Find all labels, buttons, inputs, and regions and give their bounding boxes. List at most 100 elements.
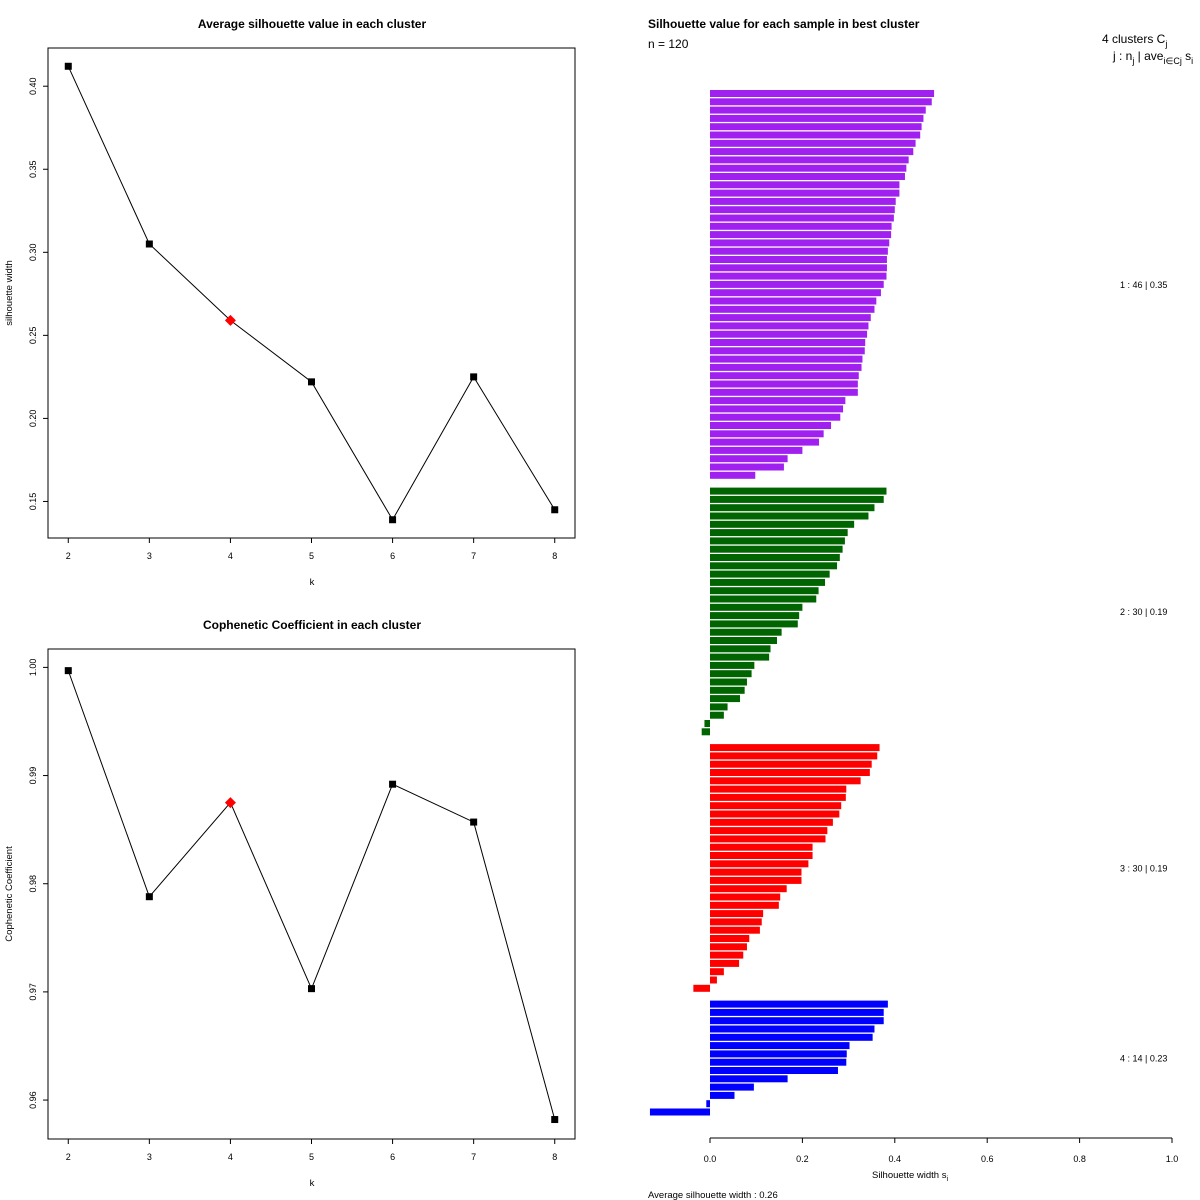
silhouette-bar (710, 189, 900, 197)
silhouette-bar (710, 976, 717, 984)
silhouette-bar (710, 686, 745, 694)
silhouette-bar (710, 876, 802, 884)
cluster-labels: 1 : 46 | 0.35 2 : 30 | 0.19 3 : 30 | 0.19 4… (1120, 280, 1167, 1064)
y-tick-label: 1.00 (28, 659, 38, 677)
silhouette-bar (710, 405, 844, 413)
x-tick-label: 0.8 (1073, 1154, 1086, 1164)
silhouette-bar (710, 156, 909, 164)
x-tick-label: 6 (390, 1152, 395, 1162)
silhouette-bar (710, 106, 926, 114)
average-width-footer: Average silhouette width : 0.26 (648, 1190, 778, 1200)
silhouette-bar (710, 239, 890, 247)
y-tick-label: 0.98 (28, 875, 38, 893)
silhouette-bar (710, 330, 868, 338)
silhouette-bar (710, 247, 888, 255)
sample-count: n = 120 (648, 37, 689, 51)
silhouette-bar (710, 214, 894, 222)
silhouette-bar (710, 785, 847, 793)
silhouette-bar (710, 537, 845, 545)
silhouette-bar (710, 620, 798, 628)
silhouette-bar (710, 661, 755, 669)
series-line (67, 670, 556, 1120)
silhouette-bar (701, 728, 710, 736)
data-point (470, 818, 478, 826)
silhouette-bar (710, 570, 830, 578)
silhouette-bar (710, 181, 900, 189)
silhouette-bar (710, 711, 724, 719)
silhouette-bar (710, 512, 869, 520)
y-tick-label: 0.35 (28, 160, 38, 178)
x-tick-label: 5 (309, 1152, 314, 1162)
y-tick-label: 0.97 (28, 983, 38, 1001)
data-point (64, 667, 72, 675)
x-tick-label: 3 (147, 1152, 152, 1162)
silhouette-bar (706, 1100, 710, 1108)
silhouette-bar (710, 1075, 788, 1083)
data-point (308, 985, 315, 993)
silhouette-bar (710, 951, 744, 959)
data-marks (64, 667, 559, 1124)
silhouette-bar (710, 628, 782, 636)
silhouette-bar (710, 926, 760, 934)
silhouette-bar (704, 720, 710, 727)
silhouette-bar (649, 1108, 710, 1116)
silhouette-bars (649, 90, 935, 1116)
silhouette-bar (710, 744, 880, 752)
best-k-point (224, 797, 236, 809)
silhouette-bar (710, 1067, 838, 1074)
silhouette-bar (710, 595, 817, 603)
silhouette-bar (710, 852, 813, 859)
silhouette-bar (710, 670, 752, 678)
silhouette-bar (710, 901, 779, 909)
cluster-label: 2 : 30 | 0.19 (1120, 607, 1167, 617)
silhouette-bar (710, 397, 846, 405)
silhouette-bar (710, 868, 802, 876)
silhouette-bar (710, 305, 875, 313)
silhouette-bar (710, 637, 777, 644)
silhouette-bar (710, 554, 840, 561)
y-axis-label: silhouette width (4, 260, 15, 325)
data-point (389, 516, 397, 524)
x-tick-label: 0.2 (796, 1154, 809, 1164)
plot-frame (47, 648, 576, 1140)
cluster-label: 1 : 46 | 0.35 (1120, 280, 1167, 290)
x-tick-label: 7 (471, 1152, 476, 1162)
silhouette-bar (710, 463, 784, 471)
silhouette-bar (710, 653, 770, 661)
data-point (470, 373, 478, 381)
silhouette-bar (710, 802, 842, 810)
silhouette-bar (710, 222, 892, 230)
y-tick-label: 0.30 (28, 244, 38, 262)
silhouette-bar (710, 173, 905, 180)
silhouette-bar (710, 885, 787, 893)
best-k-point (224, 314, 236, 326)
silhouette-bar (710, 793, 846, 801)
silhouette-bar (710, 438, 820, 446)
silhouette-bar (710, 918, 762, 926)
silhouette-bar (710, 752, 878, 760)
x-tick-label: 7 (471, 551, 476, 561)
silhouette-line-chart: Average silhouette value in each cluster… (4, 17, 576, 588)
x-tick-label: 0.4 (889, 1154, 902, 1164)
data-point (64, 62, 72, 70)
silhouette-bar (710, 272, 887, 280)
silhouette-bar (710, 612, 800, 620)
silhouette-bar (710, 98, 932, 106)
silhouette-bar (710, 843, 813, 851)
y-tick-label: 0.15 (28, 493, 38, 511)
silhouette-bar (710, 139, 916, 147)
silhouette-bar (710, 1008, 884, 1016)
silhouette-bar (710, 587, 819, 595)
silhouette-bar (710, 1033, 873, 1041)
silhouette-bar (710, 297, 877, 305)
silhouette-bar-plot: Silhouette value for each sample in best… (648, 17, 1193, 1200)
legend-header-clusters: 4 clusters Cj (1102, 32, 1167, 49)
data-point (308, 378, 315, 386)
silhouette-bar (710, 446, 803, 454)
cophenetic-line-chart: Cophenetic Coefficient in each cluster 2… (4, 618, 576, 1189)
silhouette-bar (710, 562, 838, 570)
x-tick-label: 4 (228, 551, 233, 561)
chart-title: Silhouette value for each sample in best… (648, 17, 920, 31)
y-tick-label: 0.96 (28, 1091, 38, 1109)
silhouette-bar (710, 529, 848, 537)
